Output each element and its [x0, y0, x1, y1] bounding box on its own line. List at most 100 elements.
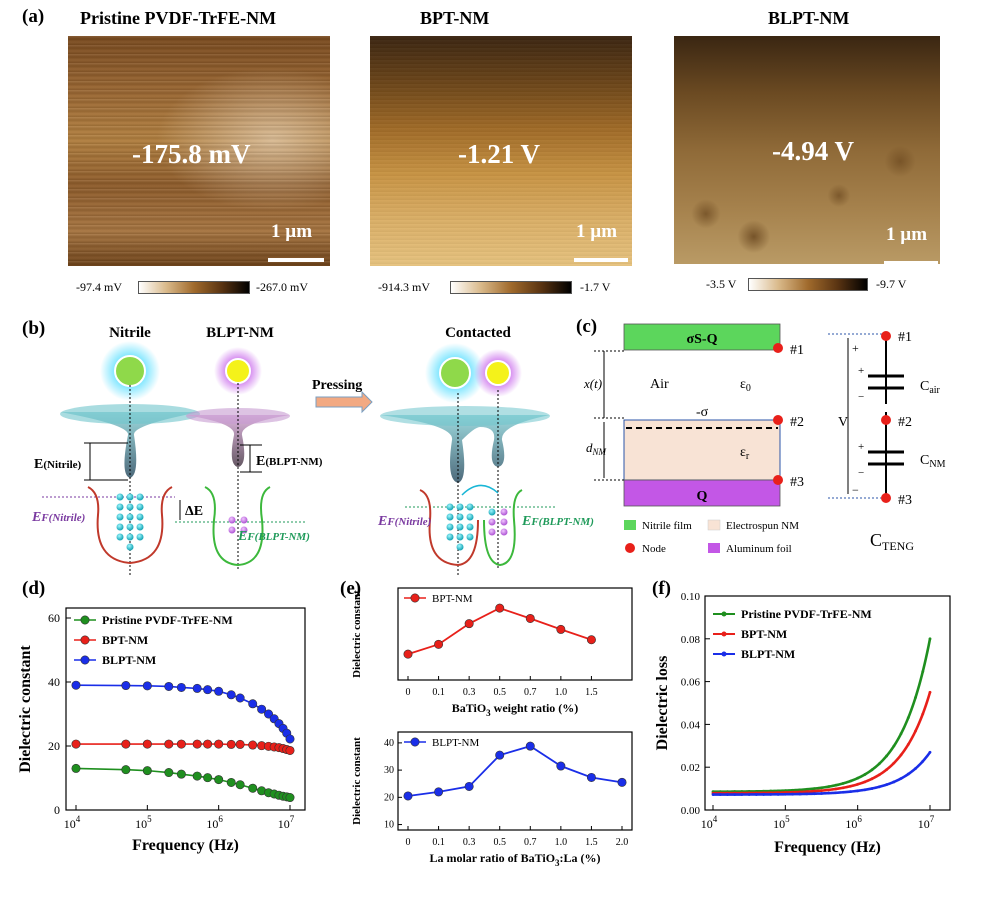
- chart-e2-point: [617, 777, 627, 787]
- chart-f-point: [914, 767, 917, 770]
- colorbar-max-pristine: -267.0 mV: [256, 280, 308, 294]
- chart-f-xtick-label: 105: [773, 814, 790, 831]
- label-pressing: Pressing: [312, 378, 362, 393]
- chart-f-legend-label: BPT-NM: [741, 627, 787, 641]
- chart-d-point: [121, 681, 131, 691]
- legend-swatch-node: [625, 543, 635, 553]
- chart-e1-xlabel: BaTiO3 weight ratio (%): [452, 701, 579, 718]
- chart-la-molar-ratio: 0 0.1 0.3 0.5 0.7 1.0 1.5 2.0 10 20 30 40 BLPT-NM La …: [351, 731, 633, 868]
- chart-dielectric-constant-frequency: 0 20 40 60 104 105 106 107 Frequency (Hz) Dielect…: [17, 607, 306, 854]
- chart-f-legend-label: Pristine PVDF-TrFE-NM: [741, 607, 872, 621]
- legend-aluminum-foil: Aluminum foil: [726, 543, 792, 555]
- chart-f-ytick-label: 0.06: [681, 677, 701, 689]
- circuit-node-1-label: #1: [898, 330, 912, 345]
- chart-d-point: [285, 734, 295, 744]
- contacted-electrons: [446, 503, 508, 551]
- cair-plus: +: [858, 365, 864, 377]
- afm-title-bpt: BPT-NM: [420, 8, 490, 28]
- chart-f-point: [726, 793, 729, 796]
- chart-f-ylabel: Dielectric loss: [654, 656, 671, 751]
- chart-f-xlabel: Frequency (Hz): [774, 839, 881, 856]
- chart-e1-point: [403, 649, 413, 659]
- chart-e1-legend-marker: [410, 593, 420, 603]
- chart-e2-point: [495, 750, 505, 760]
- chart-e2-frame: [397, 731, 633, 831]
- chart-d-point: [235, 739, 245, 749]
- cteng-label: CTENG: [870, 530, 914, 553]
- chart-f-point: [906, 716, 910, 720]
- chart-e2-legend-marker: [410, 737, 420, 747]
- chart-f-point: [906, 743, 910, 746]
- chart-f-point: [885, 768, 888, 772]
- chart-d-point: [164, 739, 174, 749]
- chart-f-point: [834, 791, 838, 795]
- chart-f-point: [892, 761, 896, 765]
- chart-d-point: [71, 763, 81, 773]
- contacted-nitrile-well: [419, 489, 479, 567]
- legend-electrospun-nm: Electrospun NM: [726, 520, 799, 532]
- chart-f-point: [834, 787, 838, 791]
- chart-d-xtick-label: 107: [278, 814, 295, 831]
- chart-f-point: [856, 789, 860, 793]
- voltage-label: V: [838, 415, 848, 430]
- blpt-electrons: [228, 516, 248, 534]
- chart-d-point: [214, 775, 224, 785]
- chart-d-xtick-label: 104: [64, 814, 81, 831]
- chart-f-point: [849, 779, 852, 783]
- chart-f-point: [841, 790, 845, 794]
- chart-f-point: [798, 788, 802, 792]
- afm-image-pristine: -175.8 mV 1 µm: [68, 36, 330, 266]
- chart-f-point: [928, 637, 932, 641]
- chart-f-point: [812, 792, 816, 796]
- chart-f-point: [863, 780, 867, 784]
- chart-f-point: [863, 788, 867, 792]
- chart-e1-legend-label: BPT-NM: [432, 593, 473, 605]
- panel-d-label: (d): [22, 578, 46, 599]
- chart-f-point: [805, 790, 809, 794]
- chart-e2-ytick-label: 10: [384, 820, 394, 831]
- chart-e1-point: [434, 639, 444, 649]
- chart-d-point: [121, 739, 131, 749]
- cnm-plus: +: [858, 441, 864, 453]
- chart-f-point: [798, 790, 802, 794]
- panel-e-label: (e): [340, 578, 362, 599]
- chart-f-point: [849, 790, 852, 794]
- contacted-ef-nitrile-label: EF(Nitrile): [377, 514, 431, 529]
- chart-f-point: [877, 762, 881, 766]
- chart-f-series-line: [712, 638, 932, 794]
- nitrile-band-well: [87, 486, 173, 565]
- chart-d-point: [214, 686, 224, 696]
- node-1: [773, 343, 783, 353]
- chart-e1-point: [556, 624, 566, 634]
- chart-d-xlabel: Frequency (Hz): [132, 837, 239, 854]
- afm-image-bpt: -1.21 V 1 µm: [370, 36, 632, 266]
- chart-d-point: [192, 739, 202, 749]
- chart-f-point: [892, 780, 896, 784]
- chart-e2-point: [434, 787, 444, 797]
- chart-d-xtick-label: 106: [206, 814, 223, 831]
- chart-f-point: [740, 793, 744, 796]
- electron-transfer-arc: [461, 484, 499, 496]
- chart-e2-xtick-label: 0: [406, 837, 411, 848]
- afm-value-pristine: -175.8 mV: [132, 139, 251, 169]
- chart-f-point: [928, 750, 932, 754]
- chart-f-xtick-label: 104: [701, 814, 718, 831]
- panel-f-label: (f): [652, 578, 671, 599]
- chart-d-ytick-label: 60: [48, 611, 60, 625]
- chart-d-frame: [65, 607, 306, 811]
- chart-d-point: [235, 780, 245, 790]
- afm-value-blpt: -4.94 V: [772, 136, 855, 166]
- contacted-nitrile-atom: [439, 357, 471, 389]
- circuit-node-1: [881, 331, 891, 341]
- label-blpt-nm: BLPT-NM: [206, 325, 274, 341]
- chart-f-point: [776, 792, 780, 796]
- chart-d-point: [214, 739, 224, 749]
- chart-f-point: [747, 793, 751, 796]
- chart-f-point: [870, 777, 874, 781]
- chart-f-point: [718, 793, 722, 796]
- top-layer-label: σS-Q: [687, 332, 718, 347]
- chart-f-point: [877, 773, 881, 777]
- chart-e1-point: [525, 613, 535, 623]
- panel-c-label: (c): [576, 316, 598, 337]
- chart-d-point: [121, 765, 131, 775]
